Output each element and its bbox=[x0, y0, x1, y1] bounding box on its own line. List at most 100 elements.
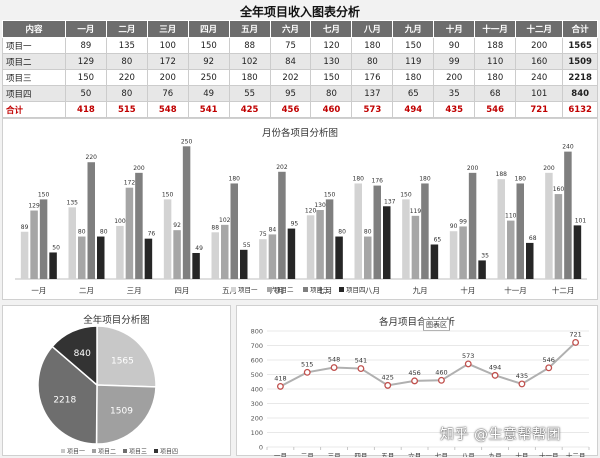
bar-data-label: 188 bbox=[496, 171, 508, 178]
bar-chart-title: 月份各项目分析图 bbox=[261, 128, 338, 139]
table-cell: 418 bbox=[64, 101, 107, 118]
table-cell: 99 bbox=[433, 53, 476, 70]
bar bbox=[125, 187, 134, 279]
bar bbox=[545, 172, 553, 279]
bar-data-label: 120 bbox=[305, 207, 317, 214]
line-point bbox=[572, 339, 580, 346]
bar-chart-panel[interactable]: 月份各项目分析图 89 129 150 50 一月 135 80 220 80 二月 100 172 2… bbox=[2, 118, 598, 300]
table-cell: 55 bbox=[228, 85, 271, 102]
bar-data-label: 160 bbox=[553, 186, 565, 193]
bar-data-label: 49 bbox=[195, 245, 203, 252]
pie-slice bbox=[37, 345, 98, 445]
table-cell: 项目一 bbox=[2, 37, 66, 54]
legend-label: 项目一 bbox=[238, 286, 258, 294]
bar-data-label: 129 bbox=[28, 203, 40, 210]
bar-data-label: 76 bbox=[148, 231, 156, 238]
x-tick-label: 十月 bbox=[460, 285, 475, 295]
table-header-row: 内容 一月 二月 三月 四月 五月 六月 七月 八月 九月 十月 十一月 十二月 合计 bbox=[2, 20, 598, 38]
bar-data-label: 92 bbox=[173, 222, 181, 229]
bar-data-label: 68 bbox=[529, 235, 537, 242]
bar-data-label: 180 bbox=[515, 175, 527, 182]
header-cell: 四月 bbox=[187, 20, 230, 38]
x-tick-label: 十二月 bbox=[566, 451, 586, 457]
legend-swatch bbox=[61, 449, 65, 453]
pie-chart-panel[interactable]: 全年项目分析图 1565 1509 2218 840 项目一 项目二 项目三 项目四 bbox=[2, 305, 231, 456]
table-cell: 137 bbox=[351, 85, 394, 102]
bar bbox=[373, 185, 381, 279]
bar bbox=[78, 236, 86, 279]
bar bbox=[364, 236, 372, 279]
header-cell: 五月 bbox=[228, 20, 271, 38]
x-tick-label: 六月 bbox=[408, 451, 421, 457]
table-cell: 840 bbox=[562, 85, 598, 102]
bar bbox=[383, 206, 391, 279]
legend-swatch bbox=[303, 287, 308, 292]
table-cell: 88 bbox=[228, 37, 271, 54]
bar-data-label: 150 bbox=[38, 191, 50, 198]
header-cell: 七月 bbox=[310, 20, 353, 38]
legend-label: 项目二 bbox=[98, 449, 116, 456]
bar bbox=[221, 224, 229, 279]
x-tick-label: 十一月 bbox=[539, 451, 559, 457]
table-cell: 92 bbox=[187, 53, 230, 70]
table-cell: 435 bbox=[433, 101, 476, 118]
bar bbox=[49, 252, 57, 279]
table-cell: 2218 bbox=[562, 69, 598, 86]
x-tick-label: 九月 bbox=[413, 286, 428, 295]
bar-data-label: 180 bbox=[353, 175, 365, 182]
bar-data-label: 135 bbox=[67, 199, 79, 206]
table-cell: 240 bbox=[515, 69, 564, 86]
header-cell: 十月 bbox=[433, 20, 476, 38]
line-chart-panel[interactable]: 各月项目合计分析 图表区 0 100 200 300 400 500 600 700 800 41… bbox=[236, 305, 598, 457]
line-data-label: 721 bbox=[569, 330, 581, 338]
line-point bbox=[545, 364, 553, 372]
bar bbox=[554, 194, 563, 279]
line-point bbox=[357, 365, 365, 373]
table-cell: 176 bbox=[351, 69, 394, 86]
bar-data-label: 240 bbox=[562, 144, 574, 151]
x-tick-label: 七月 bbox=[435, 451, 448, 457]
x-tick-label: 一月 bbox=[274, 452, 287, 457]
line-point bbox=[491, 371, 499, 379]
legend-label: 项目三 bbox=[129, 449, 147, 456]
y-tick-label: 700 bbox=[251, 342, 263, 350]
bar bbox=[411, 215, 420, 279]
table-cell: 150 bbox=[64, 69, 107, 86]
bar bbox=[259, 239, 267, 279]
table-cell: 119 bbox=[392, 53, 435, 70]
table-cell: 129 bbox=[64, 53, 107, 70]
x-tick-label: 六月 bbox=[270, 285, 285, 295]
x-tick-label: 八月 bbox=[365, 286, 380, 295]
bar bbox=[573, 225, 582, 279]
legend-swatch bbox=[231, 287, 236, 292]
bar-data-label: 150 bbox=[400, 191, 412, 198]
bar-data-label: 200 bbox=[133, 165, 145, 172]
bar bbox=[459, 226, 467, 279]
y-tick-label: 300 bbox=[251, 400, 263, 408]
pie-slice bbox=[51, 325, 98, 387]
table-cell: 项目三 bbox=[2, 69, 66, 86]
line-data-label: 435 bbox=[516, 372, 528, 380]
table-cell: 172 bbox=[146, 53, 189, 70]
x-tick-label: 五月 bbox=[222, 286, 237, 295]
y-tick-label: 400 bbox=[251, 386, 263, 394]
table-cell: 合计 bbox=[2, 101, 66, 118]
pie-data-label: 1509 bbox=[110, 407, 133, 417]
bar bbox=[30, 210, 38, 279]
line-point bbox=[276, 382, 284, 390]
bar bbox=[468, 172, 477, 279]
line-point bbox=[437, 376, 445, 384]
pie-data-label: 2218 bbox=[53, 396, 76, 406]
table-cell: 75 bbox=[269, 37, 312, 54]
bar-data-label: 180 bbox=[229, 175, 241, 182]
table-cell: 456 bbox=[269, 101, 312, 118]
bar bbox=[316, 210, 324, 279]
header-cell: 八月 bbox=[351, 20, 394, 38]
x-tick-label: 一月 bbox=[31, 286, 46, 295]
line-data-label: 425 bbox=[382, 373, 394, 381]
line-chart-title: 各月项目合计分析 bbox=[378, 317, 455, 328]
bar-data-label: 90 bbox=[450, 223, 458, 230]
bar-data-label: 202 bbox=[276, 164, 288, 171]
line-point bbox=[411, 377, 419, 385]
bar bbox=[354, 183, 362, 279]
